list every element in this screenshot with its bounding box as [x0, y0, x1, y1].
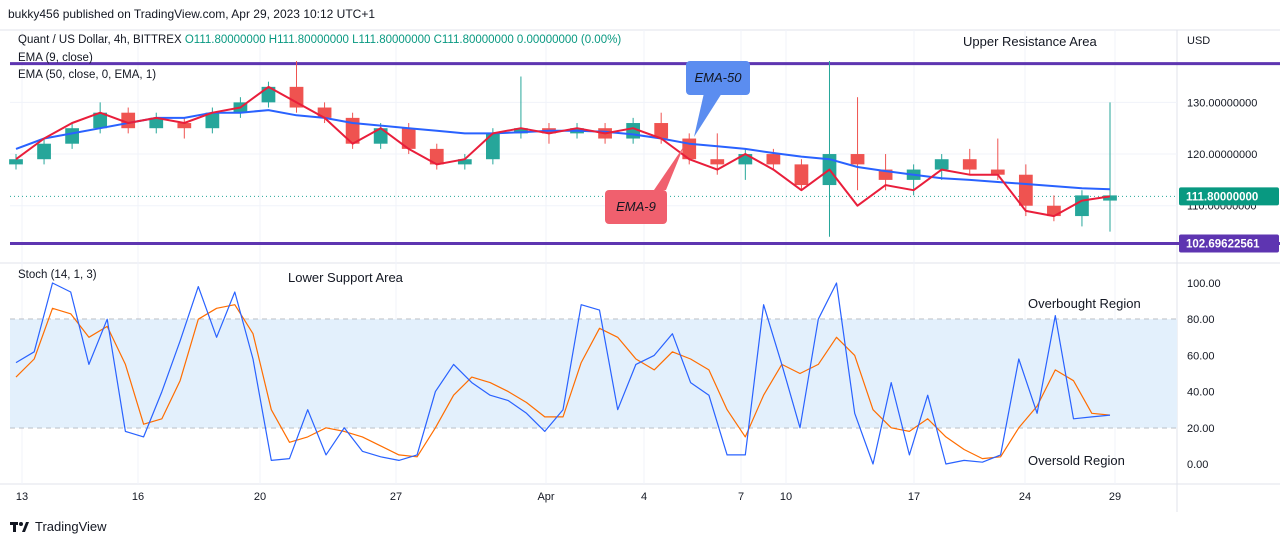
stoch-d-line	[15, 304, 1111, 460]
candle-body	[65, 128, 79, 144]
ema-layer	[15, 85, 1111, 218]
price-tick-label: 130.00000000	[1187, 97, 1257, 109]
price-tick-label: 120.00000000	[1187, 149, 1257, 161]
candle-body	[9, 159, 23, 165]
time-tick-label: 4	[641, 491, 647, 503]
legend-ohlc: O111.80000000 H111.80000000 L111.8000000…	[184, 34, 622, 46]
candle-body	[1018, 174, 1033, 206]
time-tick-label: 17	[908, 491, 920, 503]
publisher-line: bukky456 published on TradingView.com, A…	[8, 7, 376, 21]
candle-body	[654, 123, 669, 139]
legend-ema50[interactable]: EMA (50, close, 0, EMA, 1)	[18, 69, 157, 81]
time-tick-label: 13	[16, 491, 28, 503]
legend-ema9[interactable]: EMA (9, close)	[18, 52, 93, 64]
stoch-tick-label: 80.00	[1187, 314, 1215, 326]
legend-stoch[interactable]: Stoch (14, 1, 3)	[18, 269, 97, 281]
stoch-k-line	[15, 282, 1111, 465]
candle-body	[373, 128, 388, 144]
time-tick-label: 16	[132, 491, 144, 503]
stoch-band	[10, 319, 1177, 428]
footer-brand[interactable]: TradingView	[10, 519, 107, 534]
legend-symbol-row: Quant / US Dollar, 4h, BITTREX O111.8000…	[18, 34, 621, 46]
time-tick-label: 7	[738, 491, 744, 503]
support-price-badge	[1179, 234, 1279, 253]
stoch-layer	[15, 282, 1111, 465]
stoch-tick-label: 0.00	[1187, 459, 1208, 471]
support-price-label: 102.69622561	[1186, 238, 1260, 250]
stoch-tick-label: 60.00	[1187, 350, 1215, 362]
stoch-tick-label: 100.00	[1187, 278, 1221, 290]
ema50-callout: EMA-50	[686, 61, 750, 95]
last-price-label: 111.80000000	[1186, 191, 1258, 203]
candle-body	[1047, 205, 1061, 217]
candle-body	[990, 169, 1005, 175]
candle-body	[429, 148, 444, 165]
candle-body	[289, 86, 304, 108]
candle-body	[317, 107, 332, 118]
candle-body	[1075, 195, 1089, 217]
upper-resistance-label: Upper Resistance Area	[963, 34, 1097, 49]
candle-body	[401, 128, 416, 149]
candle-body	[514, 128, 528, 134]
candle-body	[345, 117, 360, 144]
candle-layer	[9, 61, 1117, 237]
candle-body	[205, 112, 220, 129]
time-tick-label: 27	[390, 491, 402, 503]
time-tick-label: 29	[1109, 491, 1121, 503]
stoch-tick-label: 20.00	[1187, 423, 1215, 435]
time-tick-label: 20	[254, 491, 266, 503]
candle-body	[850, 154, 865, 165]
candle-body	[766, 154, 781, 165]
candle-body	[177, 123, 192, 129]
last-price-badge	[1179, 187, 1279, 206]
currency-label: USD	[1187, 35, 1210, 47]
candle-body	[1103, 195, 1117, 201]
grid-layer	[0, 29, 1280, 512]
lower-support-label: Lower Support Area	[288, 270, 403, 285]
ema9-callout: EMA-9	[605, 190, 667, 224]
candle-body	[485, 133, 500, 160]
stoch-tick-label: 40.00	[1187, 387, 1215, 399]
footer-brand-label: TradingView	[35, 519, 107, 534]
legend-symbol: Quant / US Dollar, 4h, BITTREX	[18, 34, 182, 46]
candle-body	[962, 159, 977, 170]
oversold-label: Oversold Region	[1028, 453, 1125, 468]
level-layer	[10, 62, 1280, 245]
time-tick-label: 24	[1019, 491, 1031, 503]
candle-body	[149, 117, 164, 129]
candle-body	[37, 143, 51, 160]
candle-body	[93, 112, 108, 129]
candle-body	[934, 159, 949, 170]
candle-body	[878, 169, 893, 180]
overbought-label: Overbought Region	[1028, 296, 1141, 311]
candle-body	[794, 164, 809, 186]
candle-body	[261, 86, 276, 103]
candle-body	[738, 154, 753, 165]
candle-body	[457, 159, 472, 165]
time-tick-label: Apr	[537, 491, 554, 503]
time-tick-label: 10	[780, 491, 792, 503]
axis-layer: 13 16 20 27 Apr 4 7 10 17 24 29 130.00000000 120.000…	[16, 35, 1279, 503]
ema9-line	[15, 85, 1111, 218]
ema9-callout-pointer	[654, 146, 684, 190]
tradingview-logo-icon	[10, 520, 30, 534]
candle-body	[710, 159, 725, 165]
ema50-callout-pointer	[694, 93, 722, 137]
